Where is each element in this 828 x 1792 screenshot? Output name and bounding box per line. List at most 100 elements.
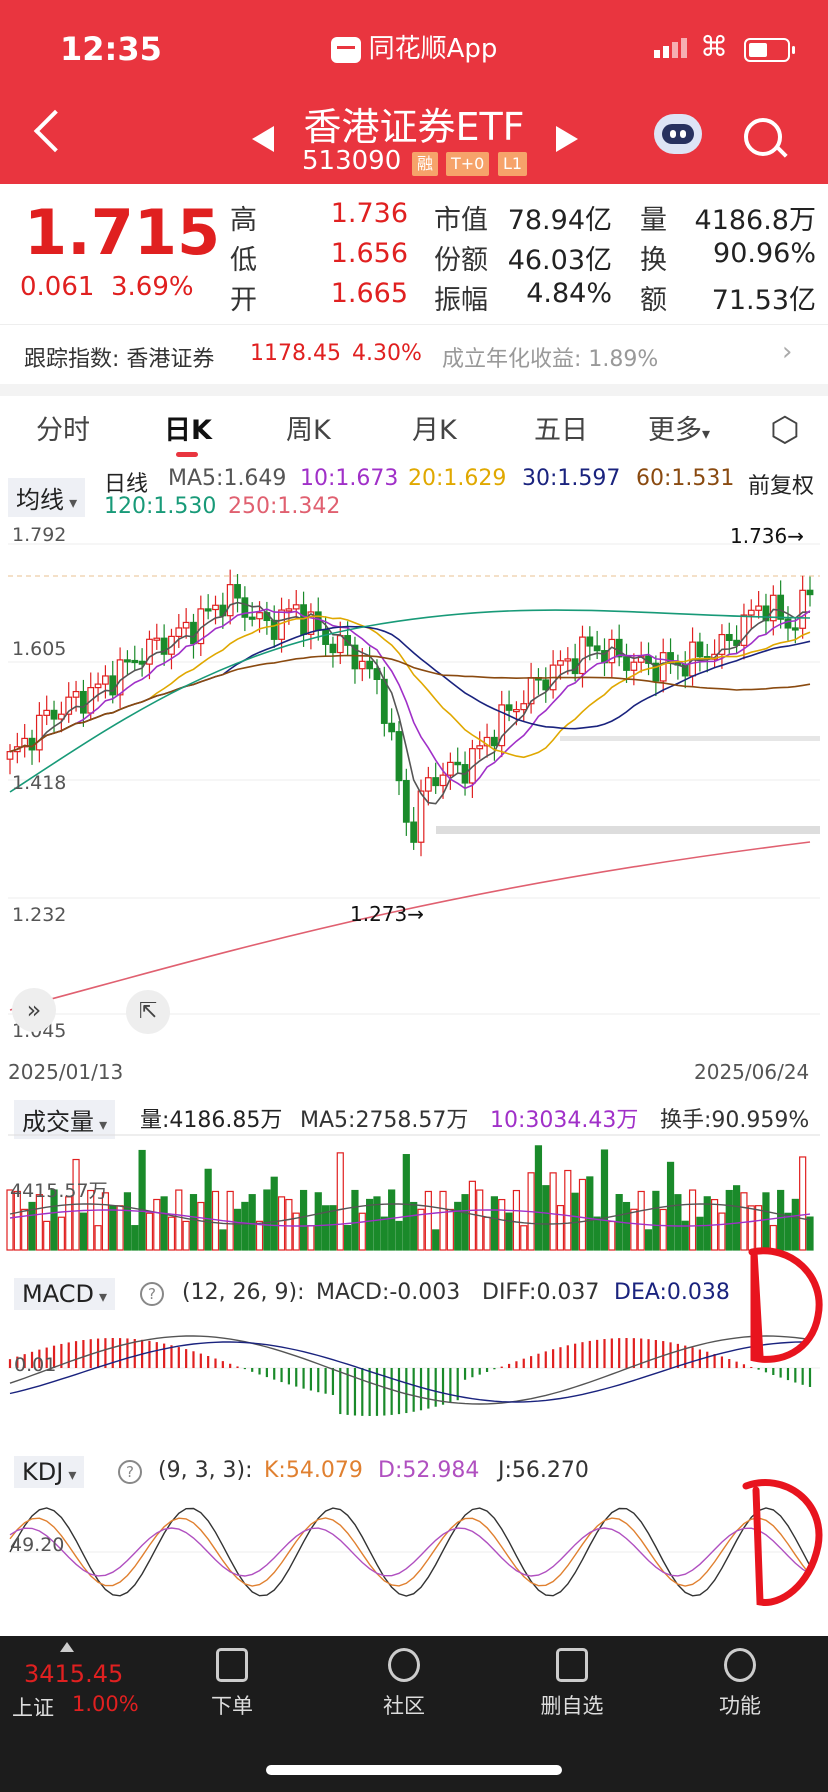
indicator-select-kdj[interactable]: KDJ bbox=[14, 1456, 85, 1488]
tracking-index-row[interactable]: 跟踪指数: 香港证券 1178.45 4.30% 成立年化收益: 1.89% › bbox=[0, 324, 828, 386]
volume-bar bbox=[674, 1194, 682, 1251]
volume-bar bbox=[512, 1189, 521, 1251]
y-tick-4: 1.232 bbox=[12, 904, 67, 926]
volume-bar bbox=[608, 1220, 616, 1251]
tab-more[interactable]: 更多▾ bbox=[648, 415, 711, 446]
legend-ma5: MA5:1.649 bbox=[168, 466, 287, 491]
candle-body bbox=[21, 737, 29, 748]
macd-ref: 0.01 bbox=[14, 1354, 57, 1376]
nav-order[interactable]: 下单 bbox=[182, 1648, 282, 1720]
ma-line-120 bbox=[9, 609, 811, 793]
volume-bar bbox=[6, 1189, 14, 1251]
volume-bar bbox=[681, 1220, 689, 1251]
remove-watchlist-icon bbox=[556, 1648, 588, 1682]
candle-body bbox=[307, 611, 315, 635]
volume-ma10-line bbox=[9, 1209, 811, 1227]
volume-bar bbox=[204, 1168, 212, 1251]
kdj-help-icon[interactable]: ? bbox=[118, 1458, 142, 1484]
candlestick-chart[interactable] bbox=[0, 520, 828, 1060]
volume-value: 量:4186.85万 bbox=[140, 1108, 283, 1133]
index-name: 上证 bbox=[12, 1696, 54, 1720]
status-time: 12:35 bbox=[60, 30, 162, 68]
tab-monthly-k[interactable]: 月K bbox=[412, 415, 457, 446]
legend-ma250: 250:1.342 bbox=[228, 494, 341, 519]
prev-security-icon[interactable] bbox=[252, 126, 274, 152]
candle-body bbox=[417, 790, 425, 843]
candle-body bbox=[623, 656, 630, 671]
candle-body bbox=[718, 633, 726, 655]
candle-body bbox=[439, 774, 447, 787]
candle-body bbox=[586, 636, 594, 647]
search-icon[interactable] bbox=[744, 118, 782, 156]
volume-bar bbox=[388, 1189, 396, 1251]
volume-bar bbox=[336, 1152, 344, 1251]
volume-bar bbox=[468, 1180, 476, 1251]
volume-bar bbox=[131, 1225, 139, 1251]
volume-bar bbox=[263, 1189, 271, 1251]
volume-bar bbox=[799, 1156, 807, 1251]
wifi-icon: ⌘ bbox=[700, 30, 728, 63]
assistant-robot-icon[interactable] bbox=[654, 114, 702, 154]
value-amount: 71.53亿 bbox=[711, 285, 816, 316]
tab-daily-k[interactable]: 日K bbox=[164, 415, 212, 446]
tab-intraday[interactable]: 分时 bbox=[36, 415, 90, 446]
index-value[interactable]: 3415.45 bbox=[24, 1660, 124, 1688]
nav-functions-label: 功能 bbox=[719, 1694, 761, 1718]
macd-help-icon[interactable]: ? bbox=[140, 1280, 164, 1306]
macd-diff: DIFF:0.037 bbox=[482, 1280, 600, 1305]
tracking-pct: 4.30% bbox=[352, 341, 422, 366]
indicator-select-volume[interactable]: 成交量 bbox=[14, 1100, 116, 1139]
candle-body bbox=[285, 608, 293, 612]
menu-icon bbox=[724, 1648, 756, 1682]
handwritten-annotation bbox=[742, 1247, 823, 1606]
volume-bar bbox=[652, 1190, 660, 1251]
candle-body bbox=[740, 614, 748, 646]
tracking-label: 跟踪指数: 香港证券 bbox=[24, 347, 215, 372]
volume-bar bbox=[65, 1196, 73, 1251]
nav-order-label: 下单 bbox=[211, 1694, 253, 1718]
volume-ref: 4415.57万 bbox=[10, 1180, 108, 1202]
label-volume: 量 bbox=[640, 205, 667, 236]
nav-community[interactable]: 社区 bbox=[354, 1648, 454, 1720]
tab-weekly-k[interactable]: 周K bbox=[286, 415, 331, 446]
fullscreen-icon[interactable]: ⇱ bbox=[126, 990, 170, 1034]
volume-bar bbox=[644, 1229, 653, 1251]
app-name-label: 同花顺App bbox=[368, 34, 498, 64]
candle-body bbox=[234, 584, 241, 599]
adjust-mode[interactable]: 前复权 bbox=[748, 474, 815, 499]
candle-body bbox=[153, 637, 161, 641]
candle-body bbox=[226, 584, 234, 617]
volume-bar bbox=[329, 1205, 337, 1251]
candle-body bbox=[769, 594, 777, 622]
volume-bar bbox=[402, 1154, 410, 1251]
volume-bar bbox=[321, 1205, 330, 1251]
volume-bar bbox=[57, 1216, 65, 1251]
macd-chart[interactable] bbox=[0, 1310, 828, 1430]
settings-hexagon-icon[interactable]: ⬡ bbox=[770, 410, 800, 450]
ma-line-5 bbox=[9, 601, 811, 805]
candle-body bbox=[212, 604, 219, 611]
tracking-value: 1178.45 bbox=[250, 341, 341, 366]
volume-bar bbox=[50, 1189, 58, 1251]
volume-bar bbox=[255, 1220, 264, 1251]
candle-body bbox=[446, 761, 454, 776]
indicator-select-macd[interactable]: MACD bbox=[14, 1278, 116, 1310]
kdj-k: K:54.079 bbox=[264, 1458, 363, 1483]
volume-bar bbox=[556, 1204, 565, 1251]
low-marker: 1.273→ bbox=[350, 902, 425, 926]
nav-remove-watchlist[interactable]: 删自选 bbox=[522, 1648, 622, 1720]
indicator-select-ma[interactable]: 均线 bbox=[8, 478, 86, 517]
volume-bar bbox=[87, 1189, 95, 1251]
next-security-icon[interactable] bbox=[556, 126, 578, 152]
volume-bar bbox=[43, 1220, 51, 1251]
fold-arrows-icon[interactable]: » bbox=[12, 988, 56, 1032]
candle-body bbox=[564, 658, 572, 662]
tag-l1: L1 bbox=[498, 152, 528, 176]
candle-body bbox=[109, 675, 117, 696]
kdj-chart[interactable] bbox=[0, 1488, 828, 1618]
tab-five-day[interactable]: 五日 bbox=[534, 415, 588, 446]
nav-functions[interactable]: 功能 bbox=[690, 1648, 790, 1720]
volume-bar bbox=[366, 1198, 374, 1251]
candle-body bbox=[322, 629, 329, 645]
volume-chart[interactable] bbox=[0, 1134, 828, 1254]
